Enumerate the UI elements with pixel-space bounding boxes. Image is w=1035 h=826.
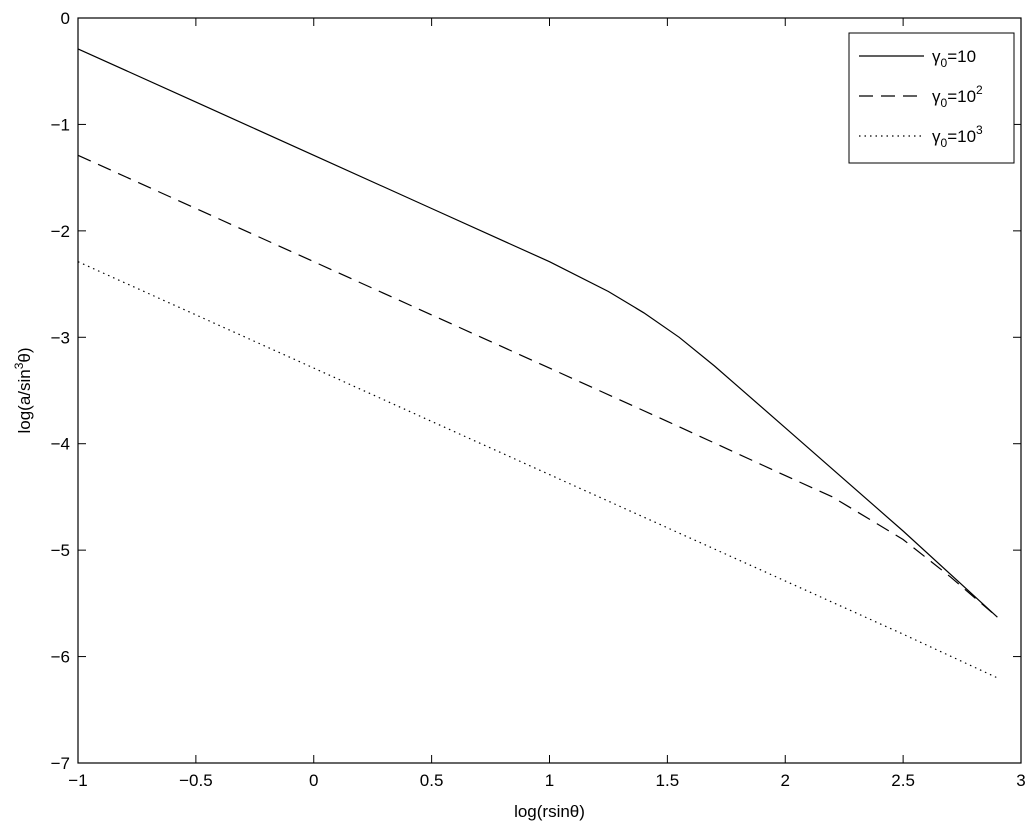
series-line-2 [77,154,998,618]
legend-box [848,32,1015,164]
x-axis-label: log(rsinθ) [514,802,585,821]
y-tick-label: −1 [51,115,70,134]
x-tick-label: −1 [68,771,87,790]
legend: γ0=10 γ0=102 γ0=103 [848,32,1015,164]
x-tick-label: 2.5 [891,771,915,790]
legend-label-3: γ0=103 [932,123,983,150]
y-tick-label: 0 [61,9,70,28]
y-tick-label: −2 [51,222,70,241]
y-tick-label: −6 [51,648,70,667]
x-tick-label: 3 [1016,771,1025,790]
y-tick-label: −7 [51,754,70,773]
x-tick-label: −0.5 [179,771,213,790]
legend-label-2: γ0=102 [932,83,983,110]
x-tick-label: 0.5 [420,771,444,790]
ticks-layer: −1 −0.5 0 0.5 1 1.5 2 2.5 3 −7 −6 −5 −4 −3 −2 −1 0 [51,9,1026,790]
x-tick-label: 1.5 [656,771,680,790]
legend-label-1: γ0=10 [932,47,976,70]
x-tick-label: 1 [545,771,554,790]
series-line-1 [77,48,998,618]
y-axis-label: log(a/sin3θ) [12,347,34,433]
series-layer [77,48,998,679]
series-line-3 [77,261,998,679]
y-tick-label: −5 [51,541,70,560]
x-tick-label: 0 [309,771,318,790]
y-tick-label: −3 [51,328,70,347]
y-tick-label: −4 [51,435,70,454]
x-tick-label: 2 [781,771,790,790]
